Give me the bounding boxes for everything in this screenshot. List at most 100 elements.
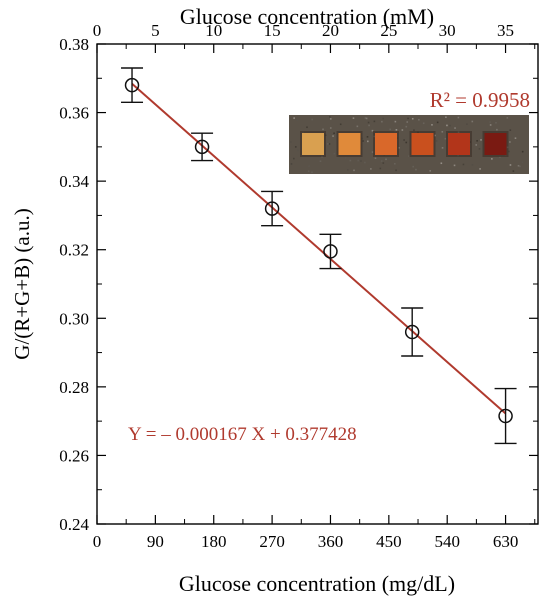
inset-speck — [344, 157, 347, 159]
inset-speck — [293, 157, 295, 160]
point-marker — [194, 139, 210, 155]
inset-speck — [319, 160, 322, 163]
color-swatch — [338, 133, 361, 155]
inset-speck — [360, 160, 362, 162]
inset-speck — [290, 163, 293, 165]
inset-speck — [364, 161, 366, 164]
inset-speck — [322, 128, 324, 131]
x-tick-label: 270 — [259, 532, 285, 551]
inset-speck — [371, 129, 374, 132]
x2-tick-label: 20 — [322, 21, 339, 40]
color-swatches — [300, 131, 509, 157]
inset-speck — [403, 139, 405, 141]
inset-speck — [489, 121, 491, 123]
data-point — [494, 387, 517, 445]
inset-speck — [495, 121, 497, 124]
inset-speck — [311, 171, 313, 174]
inset-speck — [379, 167, 382, 170]
inset-speck — [394, 162, 396, 165]
inset-speck — [401, 129, 404, 131]
inset-speck — [333, 152, 336, 155]
inset-speck — [499, 156, 501, 159]
inset-speck — [329, 118, 332, 120]
inset-speck — [349, 159, 352, 162]
inset-speck — [512, 170, 515, 172]
inset-speck — [339, 123, 342, 126]
inset-speck — [431, 124, 433, 126]
inset-speck — [308, 165, 310, 167]
inset-speck — [294, 146, 297, 148]
x2-axis-ticks: 0 5 10 15 20 25 30 35 — [93, 21, 536, 53]
inset-speck — [366, 136, 369, 138]
x2-tick-label: 35 — [497, 21, 514, 40]
y-tick-label: 0.32 — [59, 241, 89, 260]
inset-speck — [385, 158, 387, 161]
point-marker — [264, 201, 280, 216]
inset-speck — [435, 140, 438, 142]
inset-speck — [521, 161, 524, 164]
inset-speck — [367, 121, 370, 124]
x-tick-label: 360 — [318, 532, 344, 551]
inset-speck — [362, 140, 364, 142]
inset-speck — [394, 120, 397, 123]
inset-speck — [296, 119, 299, 121]
inset-speck — [333, 132, 335, 135]
inset-speck — [475, 144, 478, 146]
x-axis-ticks: 0 90 180 270 360 450 540 630 — [93, 515, 536, 551]
x-tick-label: 90 — [147, 532, 164, 551]
data-point — [121, 67, 144, 103]
data-points — [121, 67, 517, 445]
inset-speck — [296, 149, 299, 152]
data-point — [261, 190, 284, 227]
y-tick-label: 0.26 — [59, 446, 89, 465]
point-marker — [323, 244, 338, 259]
y-tick-label: 0.36 — [59, 104, 89, 123]
inset-speck — [368, 124, 370, 127]
y-tick-label: 0.28 — [59, 378, 89, 397]
data-point — [401, 307, 424, 357]
inset-speck — [446, 124, 448, 127]
inset-speck — [454, 127, 456, 129]
x2-tick-label: 10 — [205, 21, 222, 40]
x-axis-label: Glucose concentration (mg/dL) — [179, 571, 455, 596]
inset-speck — [357, 159, 360, 162]
inset-speck — [329, 116, 331, 118]
inset-speck — [478, 148, 481, 150]
inset-speck — [521, 150, 524, 153]
inset-speck — [370, 168, 372, 170]
inset-speck — [412, 165, 415, 168]
y-axis-ticks: 0.24 0.26 0.28 0.30 0.32 0.34 0.36 0.38 — [59, 35, 538, 534]
inset-speck — [411, 117, 414, 120]
inset-speck — [367, 140, 369, 143]
x-tick-label: 540 — [434, 532, 460, 551]
inset-speck — [508, 150, 510, 153]
inset-speck — [332, 135, 334, 137]
inset-speck — [346, 169, 349, 171]
color-swatch — [411, 133, 434, 155]
color-swatch — [375, 133, 397, 155]
inset-speck — [389, 128, 392, 131]
inset-speck — [382, 117, 385, 120]
inset-speck — [382, 162, 385, 164]
inset-speck — [406, 121, 409, 123]
inset-speck — [440, 162, 443, 165]
inset-speck — [307, 170, 310, 173]
inset-speck — [415, 168, 417, 171]
y-axis-label: G/(R+G+B) (a.u.) — [10, 208, 34, 359]
point-marker — [124, 77, 140, 93]
color-swatch — [302, 133, 324, 155]
inset-speck — [489, 124, 492, 126]
inset-speck — [365, 117, 368, 120]
inset-speck — [462, 163, 465, 166]
inset-speck — [519, 165, 521, 168]
x2-tick-label: 0 — [93, 21, 102, 40]
inset-speck — [514, 137, 517, 140]
inset-speck — [471, 164, 474, 166]
data-point — [191, 132, 214, 162]
inset-speck — [509, 141, 511, 143]
inset-speck — [373, 120, 376, 123]
inset-speck — [293, 117, 295, 119]
inset-speck — [290, 141, 292, 143]
inset-speck — [435, 119, 438, 122]
